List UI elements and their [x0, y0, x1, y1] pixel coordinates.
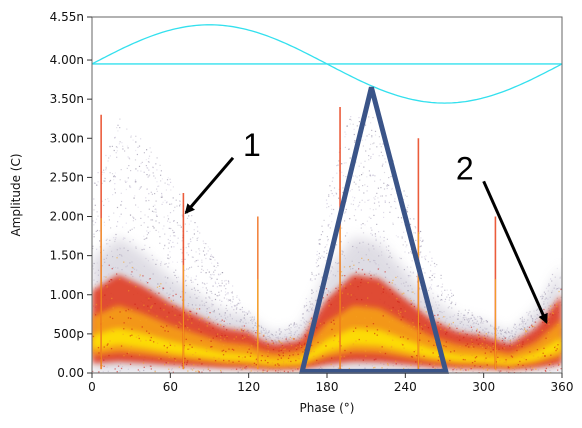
y-tick-label-3: 1.50n — [50, 249, 84, 263]
x-tick-label-5: 300 — [472, 380, 495, 394]
y-tick-label-9: 4.55n — [50, 10, 84, 24]
callout-label-1: 1 — [243, 127, 261, 163]
x-tick-label-1: 60 — [163, 380, 178, 394]
axis-layer: 0 60 120 180 240 300 360 0.00 500p 1.00n 1.50n 2.00… — [50, 10, 574, 394]
y-tick-label-1: 500p — [53, 327, 84, 341]
y-tick-label-0: 0.00 — [57, 366, 84, 380]
y-tick-label-2: 1.00n — [50, 288, 84, 302]
x-tick-label-3: 180 — [316, 380, 339, 394]
x-tick-label-0: 0 — [88, 380, 96, 394]
y-tick-label-7: 3.50n — [50, 92, 84, 106]
y-tick-label-5: 2.50n — [50, 170, 84, 184]
x-tick-label-4: 240 — [394, 380, 417, 394]
callout-arrow-1 — [184, 156, 235, 215]
y-tick-label-4: 2.00n — [50, 210, 84, 224]
reference-sine-wave — [92, 24, 562, 104]
triangle-overlay — [299, 86, 450, 374]
x-tick-label-2: 120 — [237, 380, 260, 394]
density-layer — [92, 115, 562, 373]
streak-layer — [100, 106, 497, 370]
reference-sine-layer — [92, 24, 562, 104]
overlay-layer: 12 — [184, 86, 548, 374]
x-tick-label-6: 360 — [551, 380, 574, 394]
density-core-peak — [92, 328, 562, 365]
x-axis-title: Phase (°) — [299, 401, 354, 415]
y-axis-title: Amplitude (C) — [9, 153, 23, 236]
y-tick-label-8: 4.00n — [50, 53, 84, 67]
y-tick-label-6: 3.00n — [50, 131, 84, 145]
callout-arrow-2 — [482, 180, 548, 324]
callout-label-2: 2 — [456, 150, 474, 186]
